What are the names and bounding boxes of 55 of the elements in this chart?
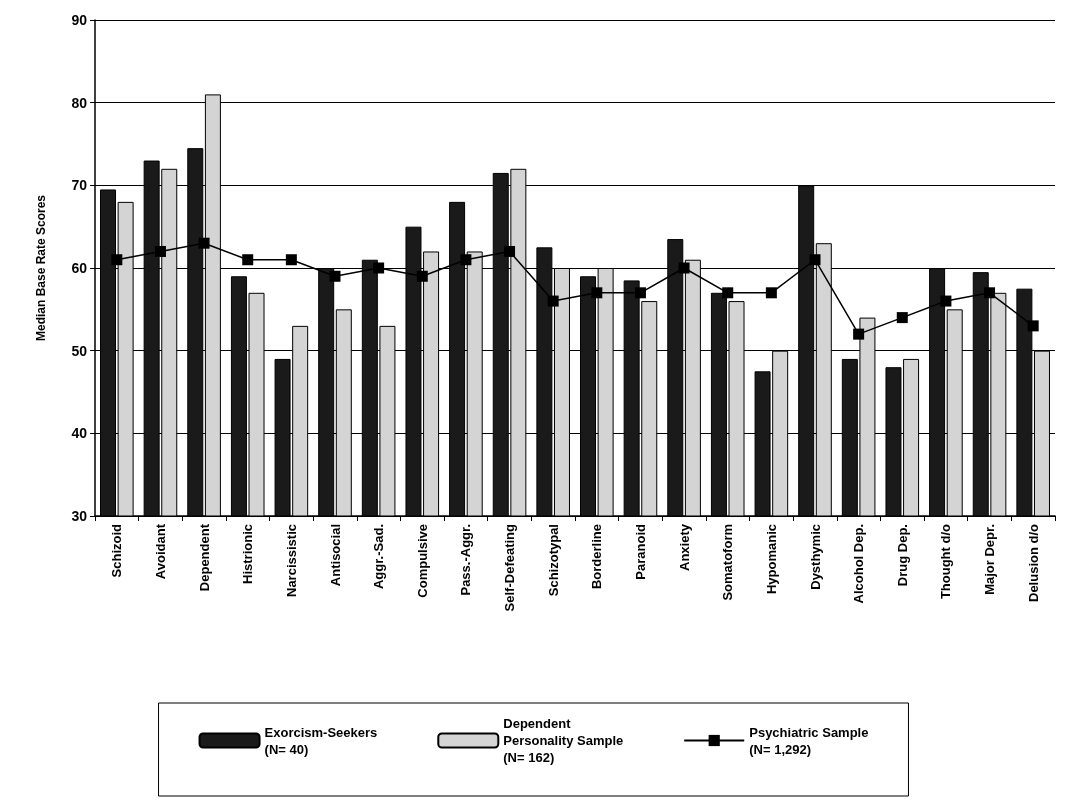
point [678, 262, 690, 274]
point [896, 312, 908, 324]
point [809, 254, 821, 266]
point [416, 270, 428, 282]
x-tick-label: Delusion d/o [1025, 523, 1041, 602]
x-tick-label: Paranoid [632, 523, 648, 580]
x-tick-label: Antisocial [327, 524, 343, 587]
point [285, 254, 297, 266]
y-tick-label: 40 [71, 425, 88, 442]
x-tick-label: Drug Dep. [894, 524, 910, 587]
y-tick-label: 80 [71, 94, 88, 111]
y-tick-label: 90 [71, 12, 88, 28]
y-tick-label: 50 [71, 342, 88, 359]
point [765, 287, 777, 299]
point [853, 328, 865, 340]
legend-label: Exorcism-Seekers (N= 40) [264, 724, 378, 757]
x-tick-label: Hypomanic [763, 524, 779, 595]
point [504, 245, 516, 257]
point [242, 254, 254, 266]
point [722, 287, 734, 299]
x-tick-label: Schizoid [109, 523, 125, 578]
point [154, 245, 166, 257]
x-tick-label: Histrionic [240, 524, 256, 584]
x-tick-label: Schizotypal [545, 524, 561, 597]
y-tick-label: 30 [71, 508, 88, 524]
point [1027, 320, 1039, 332]
x-tick-label: Narcissistic [283, 524, 299, 597]
y-tick-label: 70 [71, 177, 88, 194]
x-tick-label: Borderline [589, 524, 605, 590]
x-tick-label: Dysthymic [807, 524, 823, 590]
point [591, 287, 603, 299]
point [984, 287, 996, 299]
point [111, 254, 123, 266]
legend-label: Dependent Personality Sample (N= 162) [503, 716, 624, 765]
point [547, 295, 559, 307]
point [940, 295, 952, 307]
point [460, 254, 472, 266]
legend-label: Psychiatric Sample (N= 1,292) [749, 724, 869, 757]
point [329, 270, 341, 282]
x-tick-label: Avoidant [152, 523, 168, 580]
x-tick-label: Compulsive [414, 524, 430, 598]
x-tick-label: Thought d/o [938, 523, 954, 600]
point [373, 262, 385, 274]
x-tick-label: Self-Defeating [502, 523, 518, 612]
x-tick-label: Dependent [196, 523, 212, 592]
point [634, 287, 646, 299]
y-axis-title: Median Base Rate Scores [34, 194, 48, 342]
y-tick-label: 60 [71, 260, 88, 276]
x-tick-label: Aggr.-Sad. [371, 524, 387, 590]
x-tick-label: Major Depr. [982, 524, 998, 595]
x-tick-label: Pass.-Aggr. [458, 524, 474, 596]
x-tick-label: Alcohol Dep. [851, 524, 867, 604]
x-tick-label: Anxiety [676, 523, 692, 571]
x-tick-label: Somatoform [720, 524, 736, 601]
point [198, 237, 210, 249]
